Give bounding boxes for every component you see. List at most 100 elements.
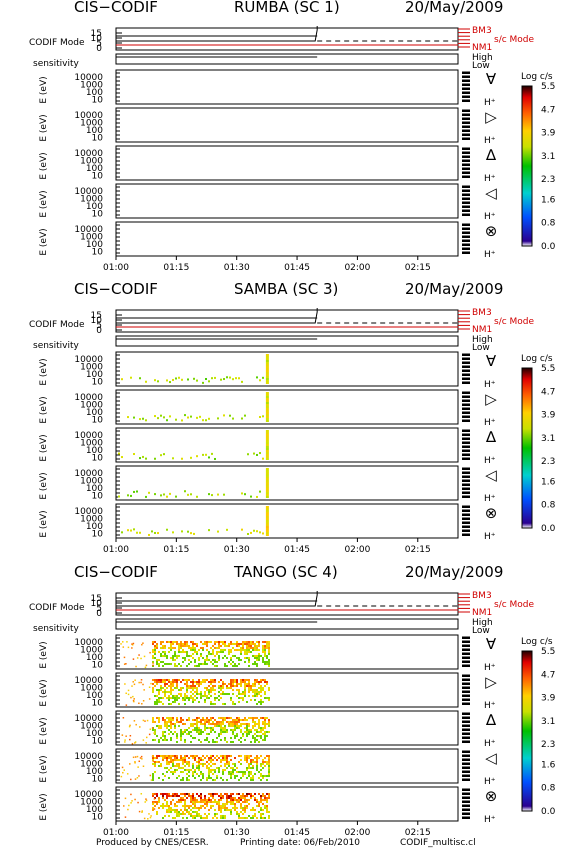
spectrogram-cell [208,721,210,723]
spectrogram-cell [220,651,222,653]
spectrogram-cell [200,797,202,799]
spectrogram-cell [223,493,225,496]
spectrogram-cell [252,761,254,763]
spectrogram-cell [198,757,200,759]
spectrogram-cell [164,799,166,801]
spectrogram-cell [232,771,234,773]
spectrogram-cell [180,645,182,647]
spectrogram-cell [184,765,186,767]
spectrogram-cell [236,689,238,691]
spectrogram-cell [168,755,170,757]
spectrogram-cell [222,757,224,759]
spectrogram-cell [262,777,264,779]
spectrogram-cell [162,807,164,809]
spectrogram-cell [238,683,240,685]
spectrogram-cell [258,805,260,807]
spectrogram-cell [220,693,222,695]
spectrogram-cell [212,729,214,731]
spectrogram-cell [152,729,154,731]
spectrogram-cell [172,697,174,699]
spectrogram-cell [156,645,158,647]
spectrogram-cell [256,729,258,731]
spectrogram-cell [158,717,160,719]
spectrogram-cell [204,679,206,681]
energy-side-marker [462,71,470,74]
spectrogram-cell [194,723,196,725]
spectrogram-cell [166,679,168,681]
spectrogram-cell [172,809,174,811]
spectrogram-cell [265,412,269,414]
spectrogram-cell [226,797,228,799]
spectrogram-cell [193,377,195,380]
spectrogram-cell [210,719,212,721]
spectrogram-cell [234,809,236,811]
spectrogram-cell [198,767,200,769]
spectrogram-cell [250,777,252,779]
spectrogram-cell [139,531,141,534]
spectrogram-cell [190,723,192,725]
spectrogram-cell [190,415,192,418]
spectrogram-cell [265,494,269,496]
spectrogram-cell [206,815,208,817]
spectrogram-cell [212,679,214,681]
spectrogram-cell [222,807,224,809]
spectrogram-cell [184,651,186,653]
species-label: H⁺ [484,456,496,466]
spectrogram-cell [224,815,226,817]
spectrogram-cell [254,813,256,815]
sensitivity-strip-frame [115,53,459,65]
spectrogram-cell [194,757,196,759]
spectrogram-cell [154,681,156,683]
spectrogram-cell [220,739,222,741]
spectrogram-cell [188,779,190,781]
spectrogram-cell [174,653,176,655]
spectrogram-cell [222,773,224,775]
spectrogram-cell [162,703,164,705]
spectrogram-cell [262,739,264,741]
spectrogram-cell [246,817,248,819]
spectrogram-cell [156,695,158,697]
spectrogram-cell [222,703,224,705]
energy-side-marker [462,479,470,482]
spectrogram-cell [234,663,236,665]
spectrogram-cell [145,798,147,800]
spectrogram-cell [176,801,178,803]
energy-side-marker [462,457,470,460]
spectrogram-cell [268,663,270,665]
spectrogram-cell [202,695,204,697]
energy-side-marker [462,816,470,819]
spectrogram-cell [156,813,158,815]
spectrogram-cell [178,679,180,681]
spectrogram-cell [223,414,225,417]
energy-side-marker [462,716,470,719]
spectrogram-cell [244,773,246,775]
spectrogram-cell [192,811,194,813]
spectrogram-cell [172,641,174,643]
spectrogram-cell [224,663,226,665]
spectrogram-cell [256,765,258,767]
spectrogram-cell [214,801,216,803]
spectrogram-cell [262,651,264,653]
spectrogram-cell [228,661,230,663]
spectrogram-cell [202,759,204,761]
spectrogram-cell [188,645,190,647]
spectrogram-cell [204,803,206,805]
spectrogram-cell [210,769,212,771]
spectrogram-cell [178,663,180,665]
spectrogram-cell [184,803,186,805]
spectrogram-cell [202,777,204,779]
energy-side-marker [462,513,470,516]
spectrogram-cell [123,805,125,807]
energy-side-marker [462,517,470,520]
spectrogram-cell [166,528,168,531]
spectrogram-cell [258,655,260,657]
spectrogram-cell [236,719,238,721]
spectrogram-cell [216,817,218,819]
spectrogram-cell [254,655,256,657]
spectrogram-cell [176,769,178,771]
spectrogram-cell [182,793,184,795]
energy-tick-label: 100 [86,164,103,174]
spectrogram-cell [170,643,172,645]
energy-side-marker [462,163,470,166]
